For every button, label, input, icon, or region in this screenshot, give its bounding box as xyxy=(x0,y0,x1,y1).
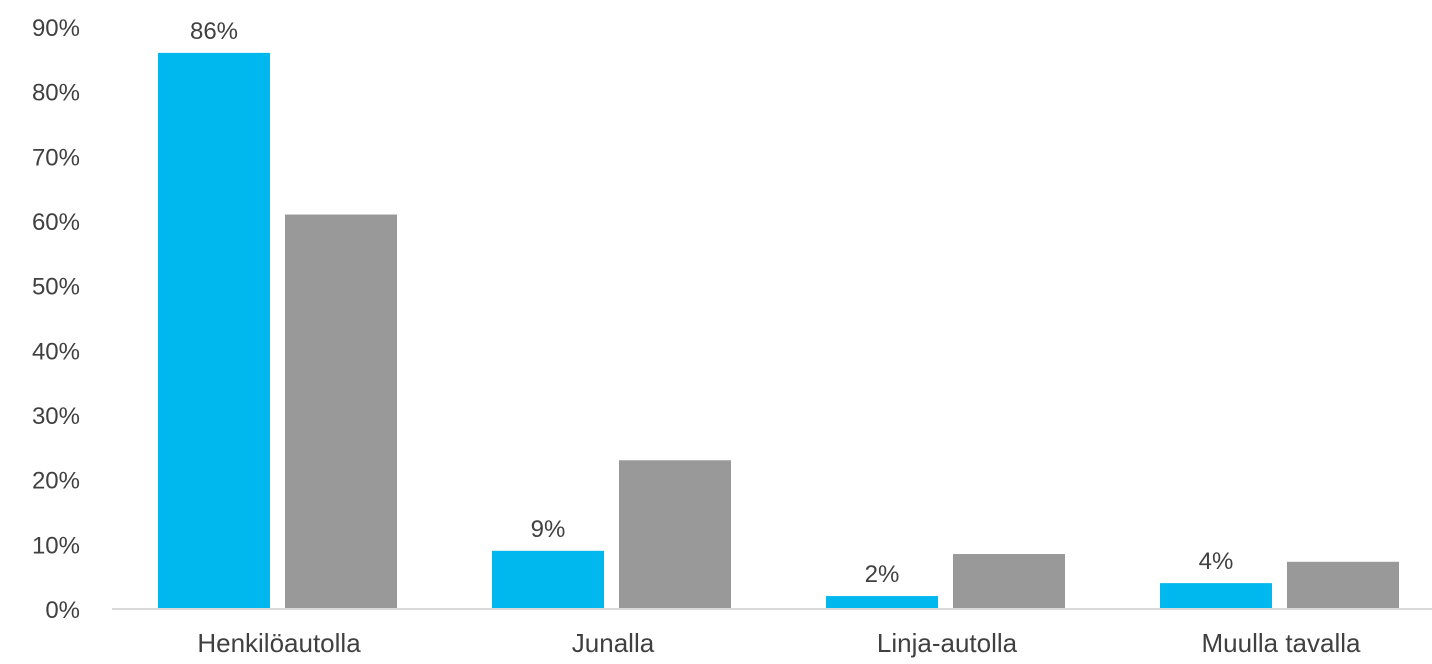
bar-series-2-1 xyxy=(285,214,397,610)
x-axis: Henkilöautolla Junalla Linja-autolla Muulla… xyxy=(197,628,1361,658)
bar-series-2-4 xyxy=(1287,561,1399,609)
y-tick-label: 20% xyxy=(32,468,80,495)
bar-series-1-4 xyxy=(1160,583,1272,609)
data-label: 9% xyxy=(531,516,566,543)
bar-series-1-1 xyxy=(158,52,270,610)
bars xyxy=(158,52,1399,610)
x-category-label: Junalla xyxy=(572,628,655,658)
y-tick-label: 10% xyxy=(32,532,80,559)
y-tick-label: 30% xyxy=(32,403,80,430)
data-label: 86% xyxy=(190,18,238,45)
bar-series-1-3 xyxy=(826,596,938,609)
y-tick-label: 70% xyxy=(32,144,80,171)
x-category-label: Muulla tavalla xyxy=(1202,628,1362,658)
y-tick-label: 40% xyxy=(32,338,80,365)
bar-series-1-2 xyxy=(492,550,604,609)
bar-series-2-2 xyxy=(619,460,731,609)
bar-series-2-3 xyxy=(953,554,1065,609)
data-label: 4% xyxy=(1199,548,1234,575)
data-label: 2% xyxy=(865,561,900,588)
y-tick-label: 50% xyxy=(32,274,80,301)
y-tick-label: 90% xyxy=(32,15,80,42)
y-axis: 0% 10% 20% 30% 40% 50% 60% 70% 80% 90% xyxy=(32,15,80,624)
y-tick-label: 80% xyxy=(32,80,80,107)
x-category-label: Linja-autolla xyxy=(877,628,1018,658)
y-tick-label: 0% xyxy=(45,597,80,624)
x-category-label: Henkilöautolla xyxy=(197,628,361,658)
data-labels: 86% 9% 2% 4% xyxy=(190,18,1233,588)
y-tick-label: 60% xyxy=(32,209,80,236)
